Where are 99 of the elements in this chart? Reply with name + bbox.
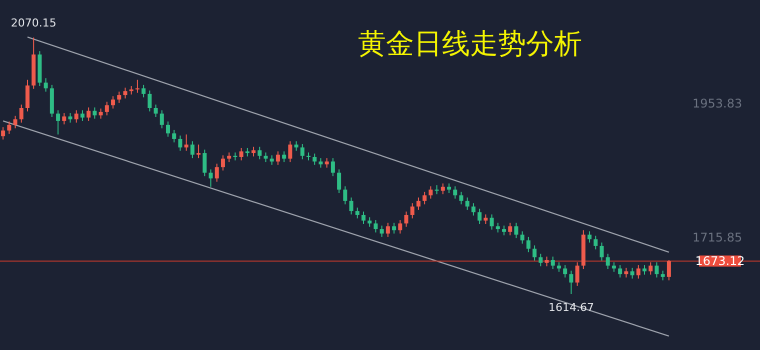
candlestick	[92, 106, 97, 120]
candlestick	[575, 262, 580, 286]
candlestick	[404, 211, 408, 228]
y-tick-label: 1953.83	[692, 96, 742, 111]
candlestick	[465, 197, 470, 210]
candlestick	[148, 90, 152, 112]
candlestick	[258, 146, 262, 160]
candlestick	[550, 256, 555, 270]
candlestick	[270, 154, 274, 166]
candlestick	[434, 184, 439, 195]
candlestick	[368, 216, 372, 228]
candlestick	[422, 191, 427, 205]
candlestick	[343, 186, 348, 205]
candlestick	[453, 186, 458, 200]
candlestick	[74, 110, 78, 124]
candlestick	[13, 115, 18, 129]
candlestick	[276, 150, 280, 166]
candlestick	[312, 153, 317, 166]
candlestick	[104, 101, 109, 116]
candlestick	[154, 104, 158, 118]
candlestick	[172, 129, 176, 143]
candlestick	[98, 108, 103, 120]
candlestick	[618, 264, 622, 278]
candlestick	[569, 270, 574, 294]
candlestick	[374, 220, 378, 233]
candlestick	[220, 154, 225, 171]
candlestick	[178, 135, 182, 152]
candlestick	[392, 222, 396, 234]
candlestick	[496, 222, 500, 233]
candlestick	[563, 264, 568, 278]
candlestick	[214, 163, 219, 182]
candlestick	[117, 91, 122, 104]
candlestick	[361, 211, 366, 224]
candlestick	[239, 147, 244, 161]
candlestick	[459, 191, 464, 205]
candlestick	[471, 202, 476, 216]
candlestick	[190, 140, 194, 159]
candlestick	[478, 208, 482, 224]
candlestick	[337, 168, 342, 194]
candlestick	[490, 214, 494, 230]
ref-line-label: 1673.12	[695, 254, 745, 268]
candlestick	[612, 262, 616, 272]
candlestick	[398, 220, 402, 234]
candlestick	[538, 253, 543, 267]
candlestick	[636, 264, 640, 280]
candlestick	[666, 260, 671, 281]
candlestick	[68, 112, 72, 124]
candlestick	[520, 230, 524, 244]
candlestick	[600, 242, 604, 262]
candlestick	[544, 256, 549, 267]
candlestick	[502, 225, 506, 236]
candlestick	[410, 202, 414, 219]
candlestick	[349, 197, 354, 215]
candlestick	[288, 140, 292, 163]
candlestick	[142, 84, 146, 98]
candlestick	[252, 146, 256, 157]
candlestick	[606, 253, 610, 270]
candlestick	[86, 106, 91, 122]
candlestick	[386, 222, 390, 238]
candlestick	[380, 225, 384, 238]
candlestick	[416, 197, 420, 210]
y-tick-label: 1715.85	[692, 230, 742, 245]
candlestick	[642, 264, 647, 276]
candlestick	[184, 134, 188, 152]
candlestick	[111, 96, 116, 110]
candlestick	[1, 126, 6, 140]
candlestick	[318, 158, 323, 168]
candlestick	[123, 87, 128, 99]
candlestick	[160, 110, 164, 129]
candlestick	[7, 121, 12, 134]
candlestick	[80, 110, 84, 122]
candlestick	[202, 149, 207, 177]
candlestick	[648, 262, 653, 276]
candlestick	[324, 158, 329, 168]
candlestick	[508, 222, 512, 236]
candlestick	[588, 230, 592, 244]
candlestick	[19, 104, 24, 124]
candlestick	[25, 79, 30, 112]
candlestick	[355, 207, 360, 219]
candlestick	[300, 144, 304, 160]
candlestick	[44, 78, 48, 92]
candlestick	[294, 140, 298, 152]
candlestick	[594, 235, 598, 250]
annotation: 2070.15	[10, 16, 56, 30]
candlestick	[532, 244, 537, 262]
candlestick	[440, 182, 445, 195]
text: 黄金日线走势分析	[358, 27, 582, 60]
candlestick	[526, 236, 530, 253]
candlestick	[208, 168, 213, 188]
candlestick	[56, 110, 60, 135]
candlestick	[62, 112, 66, 125]
candlestick	[428, 186, 433, 200]
candlestick	[556, 262, 561, 272]
candlestick	[514, 222, 518, 239]
candlestick	[330, 158, 335, 177]
candlestick	[660, 270, 665, 281]
candlestick	[166, 121, 170, 138]
candlestick	[282, 150, 286, 163]
candlestick	[654, 262, 659, 278]
